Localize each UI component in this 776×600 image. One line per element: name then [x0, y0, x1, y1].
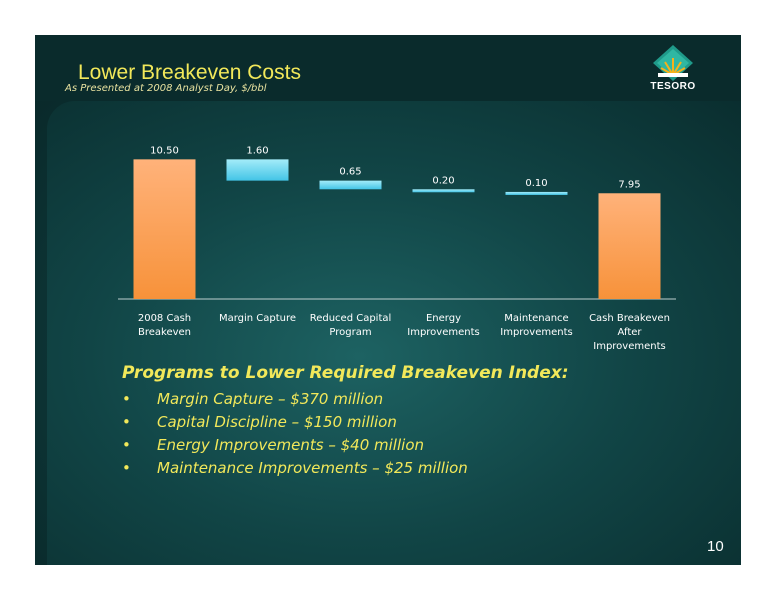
bullet-text: Energy Improvements – $40 million	[157, 436, 424, 454]
bullet-text: Margin Capture – $370 million	[157, 390, 384, 408]
data-label: 0.65	[339, 167, 361, 178]
page-number: 10	[707, 538, 724, 555]
chart-bar-group: 0.20 Energy Improvements	[407, 175, 479, 338]
logo-text: TESORO	[650, 81, 696, 92]
data-label: 0.20	[432, 175, 454, 186]
bullet-list: Programs to Lower Required Breakeven Ind…	[122, 363, 569, 480]
chart-bar-group: 0.65 Reduced Capital Program	[310, 167, 392, 338]
bullet-marker: •	[122, 390, 131, 408]
chart-bar	[133, 159, 196, 299]
slide-title: Lower Breakeven Costs	[78, 61, 301, 84]
bullets-heading: Programs to Lower Required Breakeven Ind…	[122, 363, 569, 383]
chart-bar-group: 0.10 Maintenance Improvements	[500, 178, 572, 338]
bullet-items: • Margin Capture – $370 million • Capital D…	[122, 388, 569, 480]
data-label: 7.95	[618, 179, 640, 190]
category-label: Cash Breakeven	[589, 313, 670, 324]
bullet-item: • Margin Capture – $370 million	[122, 388, 569, 411]
chart-bar	[505, 191, 568, 195]
category-label: Improvements	[407, 327, 479, 338]
data-label: 0.10	[525, 178, 547, 189]
category-label: Energy	[426, 313, 461, 324]
bullet-item: • Maintenance Improvements – $25 million	[122, 457, 569, 480]
data-label: 1.60	[246, 145, 268, 156]
category-label: Program	[329, 327, 371, 338]
chart-bar	[319, 180, 382, 190]
logo-diamond-icon	[653, 45, 693, 81]
category-label: Margin Capture	[219, 313, 296, 324]
company-logo: TESORO	[643, 43, 703, 99]
category-label: Improvements	[500, 327, 572, 338]
bullet-marker: •	[122, 459, 131, 477]
chart-bar	[226, 159, 289, 181]
bullet-text: Capital Discipline – $150 million	[157, 413, 397, 431]
bullet-item: • Capital Discipline – $150 million	[122, 411, 569, 434]
chart-bar-group: 10.50 2008 Cash Breakeven	[133, 145, 196, 338]
data-label: 10.50	[150, 145, 179, 156]
category-label: Breakeven	[138, 327, 191, 338]
bullet-text: Maintenance Improvements – $25 million	[157, 459, 468, 477]
chart-subtitle: As Presented at 2008 Analyst Day, $/bbl	[65, 83, 267, 94]
chart-bar	[598, 193, 661, 299]
header-band	[35, 35, 741, 101]
category-label: After	[617, 327, 642, 338]
bullet-marker: •	[122, 413, 131, 431]
chart-bar-group: 1.60 Margin Capture	[219, 145, 296, 324]
category-label: Maintenance	[504, 313, 568, 324]
bullet-item: • Energy Improvements – $40 million	[122, 434, 569, 457]
category-label: Reduced Capital	[310, 313, 392, 324]
bullet-marker: •	[122, 436, 131, 454]
waterfall-chart: 10.50 2008 Cash Breakeven 1.60 Margin Captur…	[118, 145, 676, 352]
chart-bar-group: 7.95 Cash Breakeven After Improvements	[589, 179, 670, 352]
chart-bar	[412, 189, 475, 193]
category-label: 2008 Cash	[138, 313, 191, 324]
category-label: Improvements	[593, 341, 665, 352]
